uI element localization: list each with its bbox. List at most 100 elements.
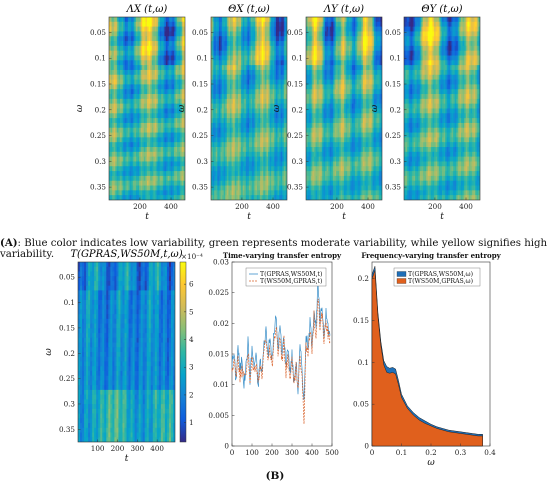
- heatmap-0-ytick-label: 0.05: [90, 28, 106, 37]
- colorbar-tick-label: 1: [189, 418, 194, 427]
- line-xtick-label: 500: [325, 448, 339, 457]
- area-ytick-label: 0.2: [358, 274, 369, 283]
- heatmap-1-ytick-label: 0.35: [192, 183, 208, 192]
- heatmap-0-ytick-label: 0.25: [90, 131, 106, 140]
- heatmap-4-title: T(GPRAS,WS50M,t,ω): [70, 249, 182, 260]
- heatmap-1-frame: [210, 16, 288, 201]
- heatmap-0-xtick-label: 400: [164, 202, 178, 211]
- heatmap-2-ytick-label: 0.05: [287, 28, 303, 37]
- heatmap-1-ytick-label: 0.15: [192, 80, 208, 89]
- heatmap-3-ytick-label: 0.25: [385, 131, 401, 140]
- area-xtick-label: 0.4: [484, 448, 496, 457]
- heatmap-3-ytick-label: 0.35: [385, 183, 401, 192]
- line-ytick-label: 0.03: [213, 258, 229, 267]
- caption-a-label: (A): [0, 237, 18, 249]
- heatmap-1-xtick-label: 200: [235, 202, 249, 211]
- area-ytick-label: 0: [364, 442, 369, 451]
- heatmap-0-ytick-label: 0.1: [95, 54, 106, 63]
- heatmap-2-ytick-label: 0.3: [292, 157, 304, 166]
- area-ytick-label: 0.1: [358, 358, 369, 367]
- colorbar-tick-label: 6: [189, 280, 194, 289]
- area-legend-label-1: T(WS50M,GPRAS,ω): [408, 278, 473, 285]
- line-ytick-label: 0.005: [208, 411, 229, 420]
- heatmap-1-ylabel: ω: [177, 104, 187, 112]
- heatmap-3-xtick-label: 200: [428, 202, 442, 211]
- heatmap-4-xtick-label: 400: [150, 444, 164, 453]
- heatmap-0-ylabel: ω: [75, 104, 85, 112]
- heatmap-0-frame: [108, 16, 186, 201]
- heatmap-0-ytick-label: 0.2: [95, 105, 106, 114]
- heatmap-4-ytick-label: 0.05: [59, 273, 75, 282]
- line-ytick-label: 0: [224, 442, 229, 451]
- heatmap-4-ytick-label: 0.2: [64, 349, 75, 358]
- heatmap-4-xtick-label: 100: [91, 444, 105, 453]
- area-series-1: [371, 270, 483, 447]
- line-ytick-label: 0.02: [213, 319, 229, 328]
- colorbar-tick-label: 4: [189, 335, 194, 344]
- area-legend-label-0: T(GPRAS,WS50M,ω): [408, 271, 473, 278]
- area-xtick-label: 0: [370, 448, 375, 457]
- heatmap-4-ytick-label: 0.25: [59, 374, 75, 383]
- heatmap-2-ytick-label: 0.2: [292, 105, 303, 114]
- heatmap-0-xlabel: t: [145, 212, 149, 222]
- heatmap-2-xlabel: t: [342, 212, 346, 222]
- heatmap-3-title: ΘY (t,ω): [421, 4, 462, 15]
- heatmap-0-xtick-label: 200: [133, 202, 147, 211]
- area-xtick-label: 0.1: [396, 448, 407, 457]
- colorbar-tick-label: 5: [189, 307, 194, 316]
- heatmap-1-ytick-label: 0.25: [192, 131, 208, 140]
- heatmap-3-ytick-label: 0.1: [390, 54, 401, 63]
- heatmap-0-ytick-label: 0.3: [95, 157, 107, 166]
- heatmap-0-cells: [109, 17, 185, 200]
- heatmap-4-frame: [77, 261, 176, 443]
- line-ytick-label: 0.01: [213, 380, 229, 389]
- heatmap-1-title: ΘX (t,ω): [228, 4, 270, 15]
- area-legend-swatch-1: [396, 278, 407, 284]
- heatmap-4-ytick-label: 0.3: [64, 399, 76, 408]
- area-xtick-label: 0.3: [455, 448, 467, 457]
- line-xtick-label: 300: [285, 448, 299, 457]
- area-xtick-label: 0.2: [425, 448, 436, 457]
- heatmap-3-ytick-label: 0.2: [390, 105, 401, 114]
- heatmap-2-xtick-label: 400: [361, 202, 375, 211]
- caption-a-text: : Blue color indicates low variability, …: [0, 238, 548, 260]
- colorbar-tick-label: 3: [189, 363, 194, 372]
- colorbar-exponent: ×10⁻⁴: [181, 252, 203, 261]
- heatmap-0-ytick-label: 0.35: [90, 183, 106, 192]
- line-xtick-label: 200: [265, 448, 279, 457]
- caption-b: (B): [265, 470, 285, 482]
- heatmap-2-cells: [306, 17, 382, 200]
- area-legend-swatch-0: [396, 271, 407, 277]
- heatmap-4-xtick-label: 200: [111, 444, 125, 453]
- heatmap-3-frame: [403, 16, 481, 201]
- heatmap-2-ylabel: ω: [272, 104, 282, 112]
- line-xtick-label: 0: [230, 448, 235, 457]
- heatmap-3-ytick-label: 0.15: [385, 80, 401, 89]
- heatmap-1-xtick-label: 400: [266, 202, 280, 211]
- heatmap-4-xtick-label: 300: [130, 444, 144, 453]
- heatmap-3-xtick-label: 400: [459, 202, 473, 211]
- heatmap-4-ytick-label: 0.1: [64, 298, 75, 307]
- heatmap-4-ylabel: ω: [44, 348, 54, 356]
- heatmap-3-cells: [404, 17, 480, 200]
- heatmap-4-cells: [78, 262, 175, 442]
- heatmap-1-ytick-label: 0.2: [197, 105, 208, 114]
- line-xtick-label: 100: [245, 448, 259, 457]
- heatmap-1-xlabel: t: [247, 212, 251, 222]
- line-series-0: [231, 280, 331, 400]
- area-legend-box: [393, 267, 481, 287]
- heatmap-3-xlabel: t: [440, 212, 444, 222]
- line-ytick-label: 0.025: [208, 288, 229, 297]
- area-chart-title: Frequency-varying transfer entropy: [361, 251, 501, 260]
- heatmap-3-ylabel: ω: [370, 104, 380, 112]
- heatmap-0-title: ΛX (t,ω): [126, 4, 168, 15]
- heatmap-2-frame: [305, 16, 383, 201]
- line-xtick-label: 400: [305, 448, 319, 457]
- heatmap-4-ytick-label: 0.15: [59, 323, 75, 332]
- heatmap-2-ytick-label: 0.25: [287, 131, 303, 140]
- heatmap-4-ytick-label: 0.35: [59, 425, 75, 434]
- heatmap-2-ytick-label: 0.15: [287, 80, 303, 89]
- heatmap-0-ytick-label: 0.15: [90, 80, 106, 89]
- caption-a: (A): Blue color indicates low variabilit…: [0, 237, 550, 260]
